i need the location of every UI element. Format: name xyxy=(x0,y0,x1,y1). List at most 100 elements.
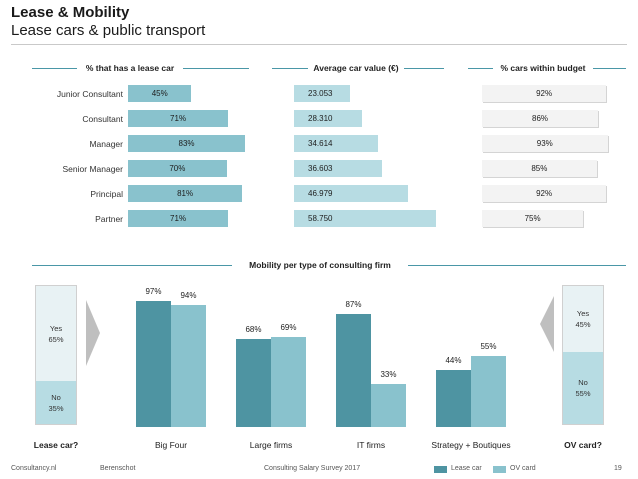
budget-header-line-right xyxy=(593,68,626,69)
car-value-bar: 28.310 xyxy=(294,110,363,127)
mobility-bar xyxy=(271,337,306,427)
car-value-bar-label: 46.979 xyxy=(308,189,333,198)
footer-site: Consultancy.nl xyxy=(11,465,57,472)
page-number: 19 xyxy=(614,465,622,472)
row-label: Principal xyxy=(90,189,123,199)
lease-yes-label: Yes xyxy=(49,323,63,333)
row-label: Consultant xyxy=(82,114,123,124)
budget-bar: 85% xyxy=(482,160,597,177)
lease-stack-title: Lease car? xyxy=(33,440,79,450)
mobility-bar-label: 44% xyxy=(445,355,462,365)
title-divider xyxy=(11,44,627,45)
row-label: Manager xyxy=(89,139,123,149)
ov-no-label: No xyxy=(578,378,588,387)
ov-stack: Yes 45% No 55% xyxy=(562,285,604,425)
lease-bar-label: 81% xyxy=(177,189,194,198)
car-value-bar-label: 36.603 xyxy=(308,164,333,173)
car-value-bar-label: 28.310 xyxy=(308,114,333,123)
lease-bar: 83% xyxy=(128,135,246,152)
left-arrow-icon xyxy=(540,296,554,352)
ov-yes-value: 45% xyxy=(575,320,591,329)
lease-yes-segment: Yes 65% xyxy=(36,286,76,381)
budget-bar: 93% xyxy=(482,135,608,152)
budget-section-header: % cars within budget xyxy=(500,63,586,73)
lease-bar: 45% xyxy=(128,85,192,102)
mobility-bar xyxy=(236,338,271,427)
lease-bar: 70% xyxy=(128,160,227,177)
mobility-bar-label: 33% xyxy=(380,370,397,380)
car-value-bar-label: 23.053 xyxy=(308,89,333,98)
mobility-header-line-left xyxy=(32,265,232,266)
mobility-bar-label: 97% xyxy=(145,286,162,296)
ov-yes-label: Yes xyxy=(576,309,590,318)
car-value-header-line-left xyxy=(272,68,308,69)
ov-yes-segment: Yes 45% xyxy=(563,286,603,352)
mobility-section-header: Mobility per type of consulting firm xyxy=(249,260,391,270)
lease-bar: 71% xyxy=(128,110,229,127)
lease-bar-label: 71% xyxy=(170,114,187,123)
budget-bar-label: 85% xyxy=(531,164,548,173)
mobility-bar xyxy=(336,313,371,427)
mobility-bar-label: 87% xyxy=(345,299,362,309)
ov-no-value: 55% xyxy=(575,389,591,398)
lease-bar-label: 83% xyxy=(178,139,195,148)
mobility-bar xyxy=(171,304,206,427)
budget-bar-label: 75% xyxy=(524,214,541,223)
mobility-category-label: IT firms xyxy=(356,440,386,450)
footer-survey: Consulting Salary Survey 2017 xyxy=(264,465,361,472)
budget-bar-label: 92% xyxy=(536,89,553,98)
lease-bar-label: 70% xyxy=(169,164,186,173)
ov-stack-title: OV card? xyxy=(564,440,602,450)
mobility-bar xyxy=(471,355,506,427)
budget-bar-label: 93% xyxy=(536,139,553,148)
lease-yes-value: 65% xyxy=(48,334,64,344)
lease-bar: 71% xyxy=(128,210,229,227)
car-value-bar: 46.979 xyxy=(294,185,408,202)
mobility-bar-label: 68% xyxy=(245,324,262,334)
budget-bar-label: 86% xyxy=(532,114,549,123)
car-value-bar: 58.750 xyxy=(294,210,436,227)
row-label: Partner xyxy=(95,214,123,224)
lease-header-line-left xyxy=(32,68,77,69)
mobility-bar xyxy=(436,369,471,427)
ov-no-segment: No 55% xyxy=(563,352,603,424)
page-subtitle: Lease cars & public transport xyxy=(11,22,206,39)
mobility-bar xyxy=(136,300,171,427)
lease-bar-label: 45% xyxy=(151,89,168,98)
lease-no-segment: No 35% xyxy=(36,381,76,424)
mobility-category-label: Strategy + Boutiques xyxy=(431,440,511,450)
lease-bar: 81% xyxy=(128,185,243,202)
car-value-bar: 23.053 xyxy=(294,85,350,102)
footer-partner: Berenschot xyxy=(100,465,136,472)
lease-no-label: No xyxy=(51,392,61,402)
lease-bar-label: 71% xyxy=(170,214,187,223)
budget-header-line-left xyxy=(468,68,493,69)
lease-header-line-right xyxy=(183,68,249,69)
car-value-bar-label: 34.614 xyxy=(308,139,333,148)
row-label: Junior Consultant xyxy=(56,89,123,99)
budget-bar: 75% xyxy=(482,210,584,227)
car-value-bar: 36.603 xyxy=(294,160,383,177)
budget-bar: 86% xyxy=(482,110,599,127)
mobility-header-line-right xyxy=(408,265,626,266)
car-value-section-header: Average car value (€) xyxy=(313,63,399,73)
lease-no-value: 35% xyxy=(48,403,64,413)
mobility-category-label: Big Four xyxy=(154,440,188,450)
mobility-bar-label: 69% xyxy=(280,323,297,333)
lease-section-header: % that has a lease car xyxy=(85,63,175,73)
lease-stack: Yes 65% No 35% xyxy=(35,285,77,425)
budget-bar: 92% xyxy=(482,85,607,102)
right-arrow-icon xyxy=(86,300,100,366)
car-value-bar: 34.614 xyxy=(294,135,378,152)
page-title: Lease & Mobility xyxy=(11,4,130,21)
car-value-bar-label: 58.750 xyxy=(308,214,333,223)
mobility-bar-label: 55% xyxy=(480,341,497,351)
mobility-bar xyxy=(371,384,406,427)
legend-lease-label: Lease car xyxy=(451,465,482,472)
budget-bar: 92% xyxy=(482,185,607,202)
row-label: Senior Manager xyxy=(62,164,123,174)
legend-ov-label: OV card xyxy=(510,465,536,472)
legend-ov-swatch xyxy=(493,466,506,473)
car-value-header-line-right xyxy=(404,68,444,69)
mobility-category-label: Large firms xyxy=(249,440,293,450)
